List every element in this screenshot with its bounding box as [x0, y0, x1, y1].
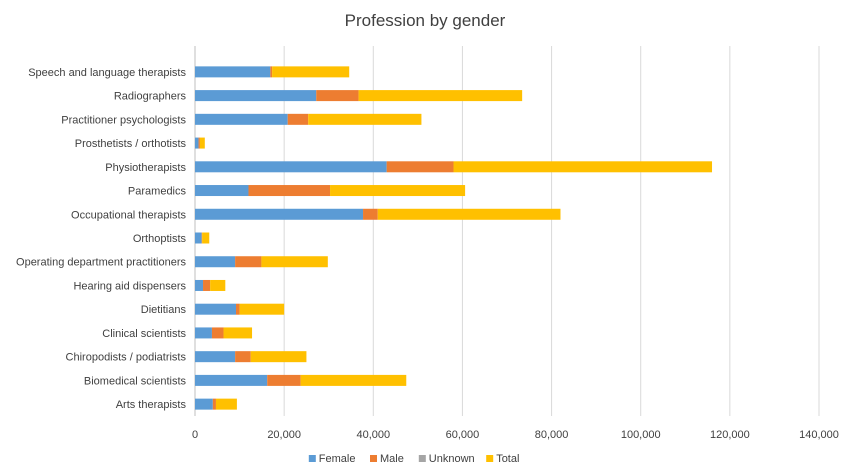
- bar-male: [212, 398, 216, 410]
- category-label: Clinical scientists: [102, 328, 186, 340]
- bar-male: [248, 185, 331, 197]
- x-tick-label: 40,000: [356, 429, 390, 441]
- bar-female: [195, 90, 317, 102]
- bar-total: [223, 327, 253, 339]
- bar-female: [195, 185, 249, 197]
- bar-male: [270, 66, 273, 78]
- bar-total: [358, 90, 523, 102]
- legend-swatch: [370, 455, 377, 462]
- bar-total: [453, 161, 713, 173]
- bar-total: [261, 256, 328, 268]
- x-axis-ticks: 0 20,000 40,000 60,000 80,000 100,000 120,000 1…: [192, 429, 839, 441]
- x-tick-label: 0: [192, 429, 198, 441]
- legend-swatch: [418, 455, 426, 462]
- bar-female: [195, 351, 236, 363]
- bar-male: [363, 208, 378, 220]
- category-label: Occupational therapists: [71, 209, 186, 221]
- category-label: Physiotherapists: [105, 162, 186, 174]
- bar-male: [211, 327, 224, 339]
- category-label: Dietitians: [141, 304, 187, 316]
- x-tick-label: 20,000: [267, 429, 301, 441]
- bar-female: [195, 113, 288, 125]
- bar-male: [236, 303, 240, 315]
- bar-male: [287, 113, 309, 125]
- bar-total: [330, 185, 466, 197]
- category-label: Chiropodists / podiatrists: [66, 352, 187, 364]
- bar-male: [203, 279, 211, 291]
- bar-female: [195, 66, 271, 78]
- category-label: Paramedics: [128, 186, 187, 198]
- category-label: Orthoptists: [133, 233, 187, 245]
- bar-total: [272, 66, 350, 78]
- legend-label: Total: [496, 453, 519, 465]
- category-label: Biomedical scientists: [84, 375, 187, 387]
- bar-total: [202, 232, 210, 244]
- category-label: Hearing aid dispensers: [73, 280, 186, 292]
- category-labels: Speech and language therapists Radiograph…: [16, 67, 186, 411]
- bar-total: [210, 279, 226, 291]
- x-tick-label: 80,000: [535, 429, 569, 441]
- x-tick-label: 120,000: [710, 429, 750, 441]
- bar-female: [195, 161, 387, 173]
- bar-female: [195, 327, 212, 339]
- chart-title: Profession by gender: [345, 11, 506, 30]
- bar-male: [316, 90, 359, 102]
- gridlines: [194, 46, 820, 416]
- category-label: Speech and language therapists: [28, 67, 186, 79]
- bar-male: [267, 374, 301, 386]
- bar-female: [195, 374, 268, 386]
- category-label: Operating department practitioners: [16, 257, 186, 269]
- category-label: Practitioner psychologists: [61, 114, 186, 126]
- bar-total: [250, 351, 307, 363]
- x-tick-label: 100,000: [621, 429, 661, 441]
- bar-total: [239, 303, 285, 315]
- legend-swatch: [486, 455, 494, 462]
- category-label: Prosthetists / orthotists: [75, 138, 187, 150]
- bar-female: [195, 232, 202, 244]
- x-tick-label: 140,000: [799, 429, 839, 441]
- bar-total: [215, 398, 237, 410]
- bar-male: [235, 351, 251, 363]
- x-tick-label: 60,000: [446, 429, 480, 441]
- bars: [195, 66, 713, 410]
- category-label: Radiographers: [114, 91, 187, 103]
- bar-female: [195, 137, 199, 149]
- bar-total: [308, 113, 422, 125]
- bar-female: [195, 208, 364, 220]
- bar-total: [377, 208, 561, 220]
- bar-total: [199, 137, 205, 149]
- bar-male: [386, 161, 454, 173]
- bar-female: [195, 303, 237, 315]
- legend-label: Unknown: [429, 453, 475, 465]
- legend-label: Male: [380, 453, 404, 465]
- legend-swatch: [308, 455, 316, 462]
- bar-female: [195, 398, 213, 410]
- legend: Female Male Unknown Total: [308, 453, 519, 465]
- bar-total: [300, 374, 407, 386]
- bar-female: [195, 256, 236, 268]
- bar-female: [195, 279, 204, 291]
- bar-male: [198, 137, 200, 149]
- legend-label: Female: [319, 453, 356, 465]
- category-label: Arts therapists: [116, 399, 187, 411]
- bar-male: [235, 256, 262, 268]
